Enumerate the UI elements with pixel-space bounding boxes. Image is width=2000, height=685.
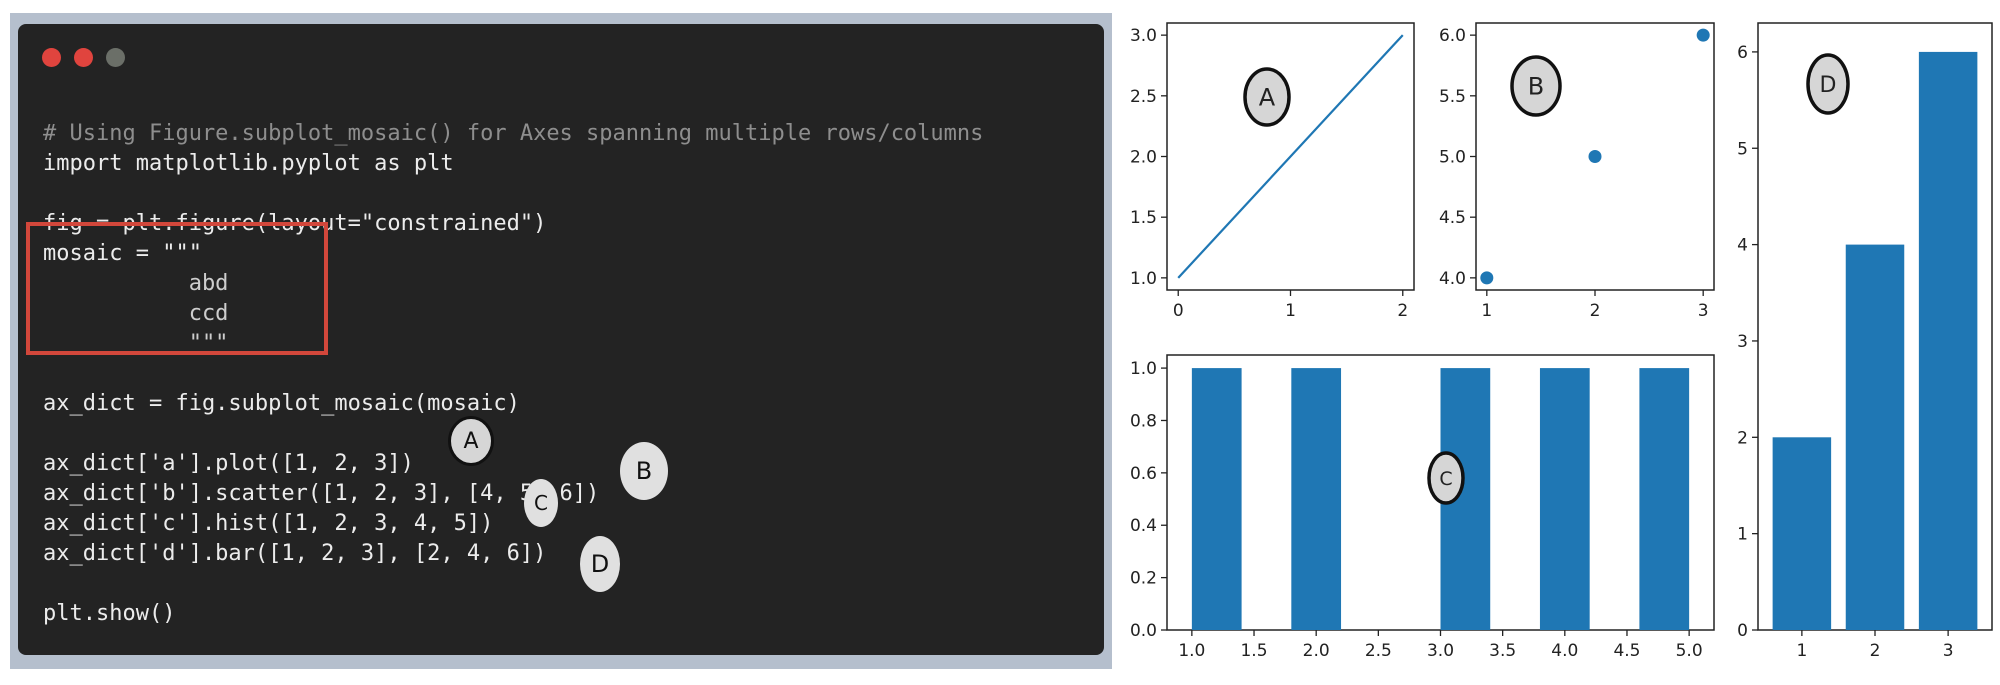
panel-badge-label: C [1439, 468, 1452, 490]
ytick-label: 0.4 [1130, 516, 1157, 536]
marker-b-badge: B [620, 442, 668, 500]
code-line: # Using Figure.subplot_mosaic() for Axes… [43, 121, 984, 146]
ytick-label: 1 [1737, 525, 1748, 545]
code-line: ax_dict['d'].bar([1, 2, 3], [2, 4, 6]) [43, 541, 547, 566]
ytick-label: 2.0 [1130, 148, 1157, 168]
ytick-label: 0.2 [1130, 569, 1157, 589]
ytick-label: 0.6 [1130, 464, 1157, 484]
bar [1845, 244, 1905, 630]
xtick-label: 3.0 [1427, 641, 1454, 661]
hist-bar [1639, 368, 1690, 630]
panel-badge [1427, 451, 1465, 505]
panel-badge-label: A [1259, 84, 1276, 112]
ytick-label: 6 [1737, 43, 1748, 63]
code-line: ax_dict['a'].plot([1, 2, 3]) [43, 451, 414, 476]
bar [1772, 437, 1832, 630]
ytick-label: 1.5 [1130, 208, 1157, 228]
xtick-label: 0 [1173, 301, 1184, 321]
mosaic-highlight-box [26, 222, 328, 355]
code-line: abd [43, 271, 229, 296]
code-editor-window: # Using Figure.subplot_mosaic() for Axes… [18, 24, 1104, 655]
hist-bar [1291, 368, 1342, 630]
marker-d-badge: D [580, 536, 620, 592]
ytick-label: 1.0 [1130, 359, 1157, 379]
xtick-label: 1.5 [1240, 641, 1267, 661]
xtick-label: 2.0 [1303, 641, 1330, 661]
bar [1918, 51, 1978, 630]
marker-a-label: A [463, 428, 479, 454]
code-line: ax_dict['b'].scatter([1, 2, 3], [4, 5, 6… [43, 481, 600, 506]
xtick-label: 1 [1285, 301, 1296, 321]
code-line: ccd [43, 301, 229, 326]
xtick-label: 2 [1590, 301, 1601, 321]
ytick-label: 2 [1737, 428, 1748, 448]
figure-area: 1.0 1.5 2.0 2.5 3.0 0 1 2 4.0 4.5 5.0 5.5 6.0 1 2 3 0.0 0… [1112, 0, 2000, 681]
code-line: import matplotlib.pyplot as plt [43, 151, 454, 176]
code-line: ax_dict['c'].hist([1, 2, 3, 4, 5]) [43, 511, 494, 536]
ytick-label: 0.8 [1130, 411, 1157, 431]
minimize-dot[interactable] [74, 48, 93, 67]
maximize-dot[interactable] [106, 48, 125, 67]
xtick-label: 3 [1698, 301, 1709, 321]
xtick-label: 3 [1943, 641, 1954, 661]
ytick-label: 1.0 [1130, 269, 1157, 289]
xtick-label: 2 [1870, 641, 1881, 661]
code-line: ax_dict = fig.subplot_mosaic(mosaic) [43, 391, 520, 416]
xtick-label: 2 [1397, 301, 1408, 321]
marker-c-badge: C [524, 479, 558, 527]
scatter-point [1588, 150, 1602, 163]
xtick-label: 1 [1796, 641, 1807, 661]
panel-badge [1243, 67, 1291, 127]
ytick-label: 4.0 [1439, 269, 1466, 289]
ytick-label: 0.0 [1130, 621, 1157, 641]
xtick-label: 1 [1481, 301, 1492, 321]
hist-bar [1539, 368, 1590, 630]
marker-b-label: B [635, 457, 653, 485]
hist-bar [1191, 368, 1242, 630]
marker-d-label: D [590, 550, 610, 578]
close-dot[interactable] [42, 48, 61, 67]
xtick-label: 5.0 [1676, 641, 1703, 661]
code-line: plt.show() [43, 601, 176, 626]
panel-badge [1510, 55, 1562, 117]
ytick-label: 4.5 [1439, 208, 1466, 228]
ytick-label: 3 [1737, 332, 1748, 352]
ytick-label: 0 [1737, 621, 1748, 641]
panel-badge-label: D [1820, 73, 1837, 98]
xtick-label: 3.5 [1489, 641, 1516, 661]
panel-badge [1806, 53, 1850, 115]
scatter-point [1696, 28, 1710, 42]
ytick-label: 5.0 [1439, 148, 1466, 168]
ytick-label: 5 [1737, 139, 1748, 159]
ytick-label: 3.0 [1130, 26, 1157, 46]
ytick-label: 4 [1737, 236, 1748, 256]
xtick-label: 2.5 [1365, 641, 1392, 661]
ytick-label: 2.5 [1130, 87, 1157, 107]
mosaic-figure: 1.0 1.5 2.0 2.5 3.0 0 1 2 4.0 4.5 5.0 5.5 6.0 1 2 3 0.0 0… [1130, 22, 1993, 661]
xtick-label: 4.5 [1613, 641, 1640, 661]
xtick-label: 1.0 [1178, 641, 1205, 661]
panel-badge-label: B [1528, 73, 1544, 101]
marker-c-label: C [534, 491, 548, 515]
scatter-point [1480, 271, 1494, 285]
code-line: mosaic = """ [43, 241, 202, 266]
line-series [1177, 34, 1404, 279]
ytick-label: 6.0 [1439, 26, 1466, 46]
xtick-label: 4.0 [1551, 641, 1578, 661]
ytick-label: 5.5 [1439, 87, 1466, 107]
marker-a-badge: A [448, 416, 494, 466]
